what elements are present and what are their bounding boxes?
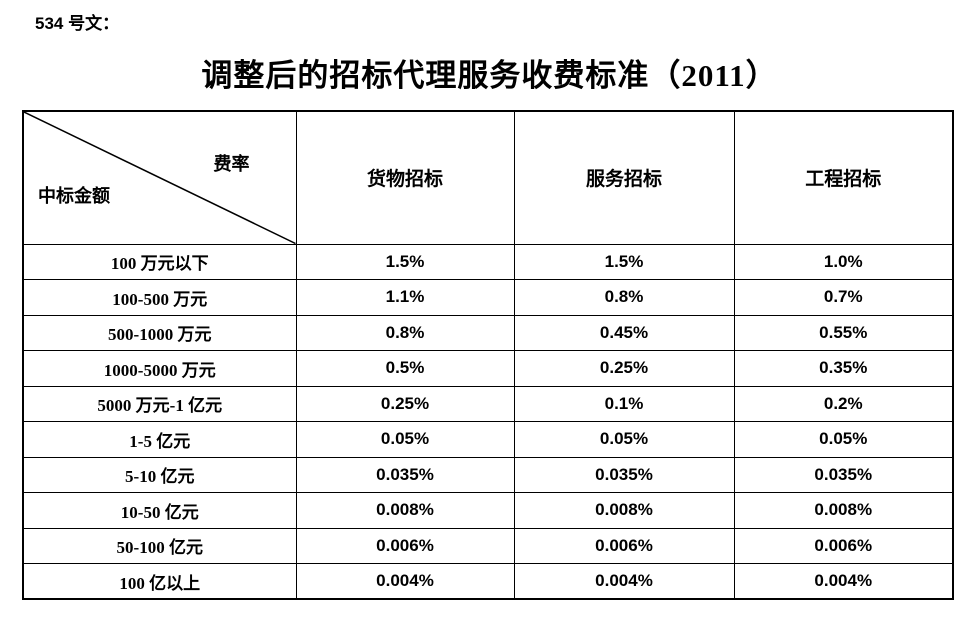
rate-cell: 0.35% — [733, 350, 954, 387]
table-row: 5-10 亿元 0.035% 0.035% 0.035% — [22, 456, 954, 493]
table-row: 100 万元以下 1.5% 1.5% 1.0% — [22, 243, 954, 280]
table-row: 5000 万元-1 亿元 0.25% 0.1% 0.2% — [22, 385, 954, 422]
fee-rate-table: 费率 中标金额 货物招标 服务招标 工程招标 100 万元以下 1.5% 1.5% 1… — [22, 110, 954, 600]
rate-cell: 0.25% — [295, 385, 515, 422]
rate-cell: 1.5% — [513, 243, 735, 280]
row-label: 5000 万元-1 亿元 — [22, 385, 297, 422]
table-header-row: 费率 中标金额 货物招标 服务招标 工程招标 — [22, 110, 954, 245]
rate-cell: 0.006% — [295, 527, 515, 564]
row-label: 5-10 亿元 — [22, 456, 297, 493]
table-row: 100-500 万元 1.1% 0.8% 0.7% — [22, 279, 954, 316]
row-label: 100 万元以下 — [22, 243, 297, 280]
column-header-engineering: 工程招标 — [733, 110, 954, 245]
table-row: 1-5 亿元 0.05% 0.05% 0.05% — [22, 421, 954, 458]
table-row: 100 亿以上 0.004% 0.004% 0.004% — [22, 563, 954, 600]
table-row: 500-1000 万元 0.8% 0.45% 0.55% — [22, 314, 954, 351]
column-header-services: 服务招标 — [513, 110, 735, 245]
rate-cell: 0.1% — [513, 385, 735, 422]
row-label: 1000-5000 万元 — [22, 350, 297, 387]
table-row: 1000-5000 万元 0.5% 0.25% 0.35% — [22, 350, 954, 387]
row-label: 1-5 亿元 — [22, 421, 297, 458]
rate-cell: 0.8% — [295, 314, 515, 351]
rate-cell: 0.05% — [295, 421, 515, 458]
rate-cell: 0.035% — [733, 456, 954, 493]
rate-cell: 0.008% — [295, 492, 515, 529]
rate-cell: 0.035% — [295, 456, 515, 493]
rate-cell: 0.2% — [733, 385, 954, 422]
rate-cell: 0.05% — [513, 421, 735, 458]
page-title: 调整后的招标代理服务收费标准（2011） — [201, 58, 778, 93]
table-row: 10-50 亿元 0.008% 0.008% 0.008% — [22, 492, 954, 529]
rate-cell: 0.006% — [513, 527, 735, 564]
rate-cell: 0.55% — [733, 314, 954, 351]
row-label: 100 亿以上 — [22, 563, 297, 600]
diagonal-corner-cell: 费率 中标金额 — [22, 110, 297, 245]
table-body: 100 万元以下 1.5% 1.5% 1.0% 100-500 万元 1.1% 0.8% 0.… — [22, 243, 954, 600]
column-header-goods: 货物招标 — [295, 110, 515, 245]
row-label: 10-50 亿元 — [22, 492, 297, 529]
rate-cell: 0.008% — [513, 492, 735, 529]
rate-cell: 0.05% — [733, 421, 954, 458]
row-label: 100-500 万元 — [22, 279, 297, 316]
rate-cell: 0.004% — [513, 563, 735, 600]
rate-cell: 1.0% — [733, 243, 954, 280]
rate-cell: 0.004% — [733, 563, 954, 600]
rate-cell: 0.25% — [513, 350, 735, 387]
table-row: 50-100 亿元 0.006% 0.006% 0.006% — [22, 527, 954, 564]
corner-label-bid-amount: 中标金额 — [38, 186, 110, 206]
rate-cell: 0.008% — [733, 492, 954, 529]
corner-label-rate: 费率 — [213, 154, 250, 174]
row-label: 500-1000 万元 — [22, 314, 297, 351]
rate-cell: 0.45% — [513, 314, 735, 351]
rate-cell: 0.006% — [733, 527, 954, 564]
rate-cell: 0.5% — [295, 350, 515, 387]
rate-cell: 0.035% — [513, 456, 735, 493]
rate-cell: 0.004% — [295, 563, 515, 600]
rate-cell: 1.1% — [295, 279, 515, 316]
row-label: 50-100 亿元 — [22, 527, 297, 564]
document-number-label: 534 号文： — [35, 14, 120, 33]
rate-cell: 1.5% — [295, 243, 515, 280]
rate-cell: 0.7% — [733, 279, 954, 316]
rate-cell: 0.8% — [513, 279, 735, 316]
diagonal-divider-line — [24, 112, 296, 244]
